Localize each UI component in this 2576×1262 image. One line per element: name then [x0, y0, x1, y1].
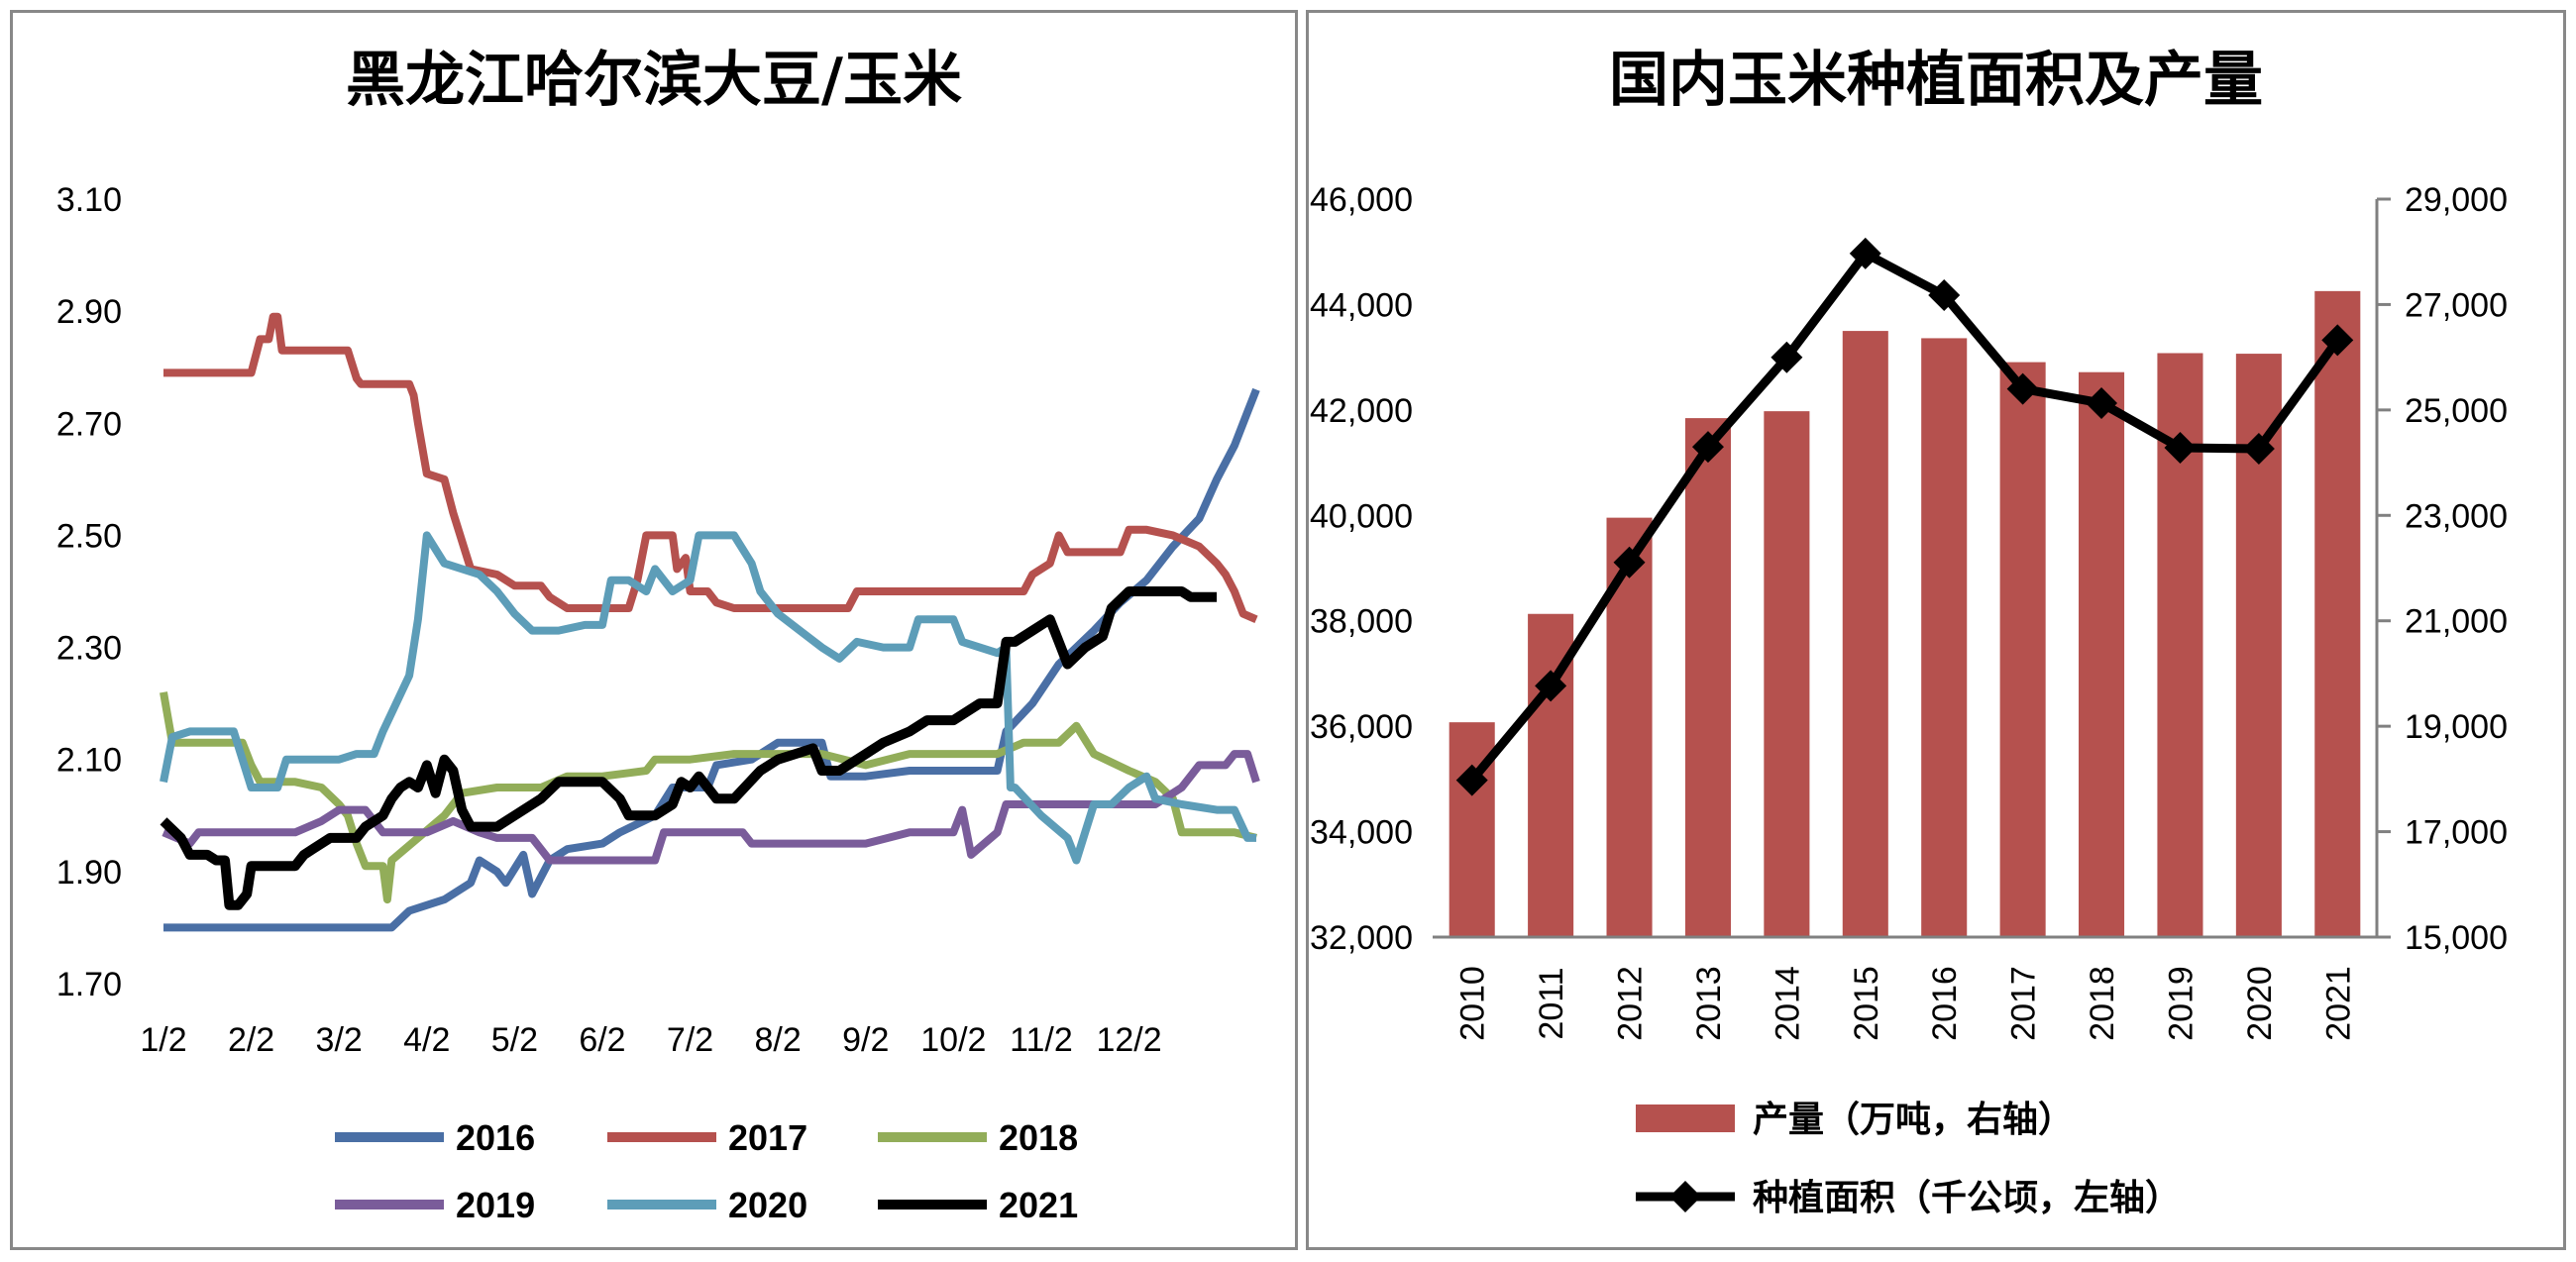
series-line-2018 — [160, 691, 1257, 904]
area-point-2011 — [1535, 670, 1567, 702]
x-tick-label: 2021 — [2319, 966, 2357, 1041]
x-tick-label: 2018 — [2084, 966, 2121, 1041]
left-y-tick-label: 38,000 — [1310, 603, 1413, 641]
left-y-tick-label: 40,000 — [1310, 497, 1413, 535]
left-y-tick-label: 32,000 — [1310, 919, 1413, 957]
bar-2018 — [2079, 371, 2125, 937]
left-y-tick-label: 44,000 — [1310, 286, 1413, 324]
chart-title: 黑龙江哈尔滨大豆/玉米 — [346, 46, 962, 115]
x-tick-label: 5/2 — [491, 1021, 538, 1059]
x-tick-label: 7/2 — [667, 1021, 713, 1059]
x-tick-label: 3/2 — [316, 1021, 363, 1059]
legend-swatch-production — [1636, 1104, 1735, 1132]
area-point-2016 — [1928, 278, 1961, 311]
area-point-2019 — [2164, 431, 2197, 464]
series-line-2019 — [161, 750, 1260, 865]
area-point-2013 — [1691, 431, 1724, 464]
area-point-2014 — [1771, 341, 1803, 373]
x-tick-label: 12/2 — [1096, 1021, 1161, 1059]
x-tick-label: 1/2 — [140, 1021, 186, 1059]
soy-corn-ratio-chart: 黑龙江哈尔滨大豆/玉米 3.10 2.90 2.70 2.50 2.30 2.10 1.90… — [56, 46, 1260, 1225]
right-y-tick-label: 27,000 — [2405, 286, 2508, 324]
x-tick-label: 2014 — [1769, 966, 1806, 1041]
left-y-tick-label: 46,000 — [1310, 181, 1413, 219]
legend-label-2021: 2021 — [999, 1185, 1078, 1225]
x-tick-label: 9/2 — [842, 1021, 889, 1059]
x-tick-label: 2011 — [1533, 967, 1570, 1039]
area-point-2018 — [2086, 386, 2118, 419]
series-line-2017 — [163, 312, 1258, 623]
x-tick-label: 2017 — [2005, 966, 2043, 1041]
x-tick-label: 2010 — [1454, 966, 1492, 1041]
bar-2015 — [1842, 331, 1888, 937]
area-point-2015 — [1849, 237, 1881, 269]
x-tick-label: 8/2 — [755, 1021, 802, 1059]
series-line-2020 — [160, 531, 1256, 865]
area-point-2010 — [1455, 764, 1488, 796]
legend-marker-area — [1669, 1181, 1701, 1212]
bar-2013 — [1684, 418, 1731, 937]
legend-label-2020: 2020 — [728, 1185, 807, 1225]
legend-label-2016: 2016 — [456, 1117, 535, 1158]
legend-label-2017: 2017 — [728, 1117, 807, 1158]
x-tick-label: 2015 — [1848, 966, 1885, 1041]
y-tick-label: 2.90 — [56, 293, 122, 331]
legend-label-production: 产量（万吨，右轴） — [1753, 1099, 2074, 1140]
x-tick-label: 6/2 — [579, 1021, 625, 1059]
x-tick-label: 2013 — [1690, 966, 1728, 1041]
right-y-tick-label: 15,000 — [2405, 919, 2508, 957]
x-tick-label: 2/2 — [228, 1021, 274, 1059]
y-tick-label: 2.50 — [56, 517, 122, 555]
right-chart-panel: 国内玉米种植面积及产量 46,000 44,000 42,000 40,000 38,0… — [1306, 10, 2566, 1250]
y-tick-label: 2.10 — [56, 742, 122, 780]
right-y-tick-label: 23,000 — [2405, 497, 2508, 535]
x-tick-label: 10/2 — [920, 1021, 986, 1059]
right-y-tick-label: 29,000 — [2405, 181, 2508, 219]
y-tick-label: 1.70 — [56, 966, 122, 1003]
y-tick-label: 3.10 — [56, 181, 122, 219]
bar-2017 — [1999, 362, 2046, 937]
x-tick-label: 2020 — [2241, 966, 2279, 1041]
x-tick-label: 11/2 — [1010, 1021, 1073, 1059]
right-y-tick-label: 21,000 — [2405, 603, 2508, 641]
y-tick-label: 2.70 — [56, 405, 122, 443]
area-point-2012 — [1613, 546, 1646, 578]
y-tick-label: 2.30 — [56, 630, 122, 668]
x-tick-label: 4/2 — [403, 1021, 450, 1059]
x-tick-label: 2012 — [1612, 966, 1650, 1041]
area-point-2017 — [2006, 372, 2039, 405]
series-line-2016 — [163, 387, 1260, 932]
area-line — [1468, 249, 2341, 784]
left-y-tick-label: 34,000 — [1310, 814, 1413, 852]
right-y-tick-label: 17,000 — [2405, 814, 2508, 852]
bar-2021 — [2314, 290, 2361, 938]
y-tick-label: 1.90 — [56, 854, 122, 892]
bar-2016 — [1921, 338, 1968, 937]
legend-label-area: 种植面积（千公顷，左轴） — [1753, 1177, 2181, 1218]
corn-area-production-chart: 国内玉米种植面积及产量 46,000 44,000 42,000 40,000 38,0… — [1310, 46, 2508, 1218]
left-chart-panel: 黑龙江哈尔滨大豆/玉米 3.10 2.90 2.70 2.50 2.30 2.10 1.90… — [10, 10, 1298, 1250]
x-tick-label: 2019 — [2162, 966, 2200, 1041]
area-point-2021 — [2321, 324, 2354, 357]
legend-label-2019: 2019 — [456, 1185, 535, 1225]
x-tick-label: 2016 — [1926, 966, 1964, 1041]
left-y-tick-label: 36,000 — [1310, 708, 1413, 746]
bar-2014 — [1764, 411, 1810, 937]
series-line-2021 — [160, 586, 1218, 910]
legend-label-2018: 2018 — [999, 1117, 1078, 1158]
area-point-2020 — [2242, 433, 2275, 466]
right-y-tick-label: 25,000 — [2405, 392, 2508, 430]
chart-title: 国内玉米种植面积及产量 — [1609, 46, 2263, 115]
right-y-tick-label: 19,000 — [2405, 708, 2508, 746]
left-y-tick-label: 42,000 — [1310, 392, 1413, 430]
